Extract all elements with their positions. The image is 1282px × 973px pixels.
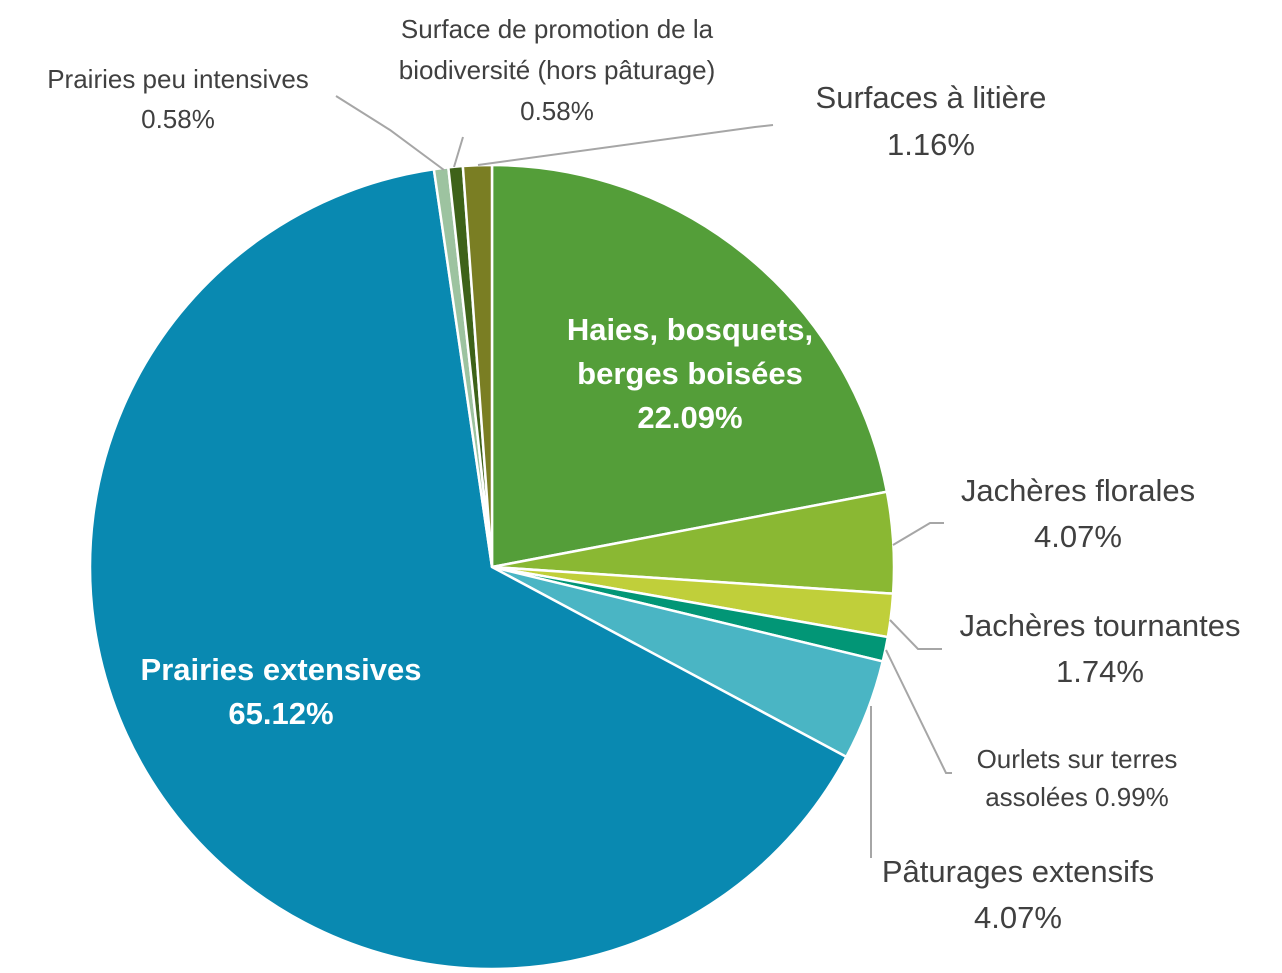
slice-name-label: Prairies peu intensives xyxy=(47,64,309,94)
pie-slices xyxy=(88,163,896,971)
leader-line-3 xyxy=(889,619,942,650)
slice-value-label: 22.09% xyxy=(637,400,742,435)
slice-value-label: 0.58% xyxy=(520,96,594,126)
slice-name-label: assolées 0.99% xyxy=(985,782,1169,812)
leader-line-2 xyxy=(892,522,944,546)
slice-label-4: Ourlets sur terres assolées 0.99% xyxy=(977,744,1178,812)
pie-slice-9[interactable] xyxy=(461,163,494,568)
leader-line-8 xyxy=(453,136,464,168)
slice-label-2: Jachères florales 4.07% xyxy=(961,473,1195,554)
slice-label-1: Haies, bosquets, berges boisées 22.09% xyxy=(567,312,813,435)
slice-label-8: Surface de promotion de la biodiversité (… xyxy=(399,14,716,126)
leader-line-4 xyxy=(885,649,952,774)
slice-name-label: Jachères tournantes xyxy=(960,608,1241,643)
slice-name-label: Prairies extensives xyxy=(141,652,422,687)
slice-value-label: 4.07% xyxy=(1034,519,1122,554)
slice-value-label: 1.74% xyxy=(1056,654,1144,689)
slice-name-label: Surfaces à litière xyxy=(816,80,1047,115)
slice-label-7: Prairies peu intensives 0.58% xyxy=(47,64,309,134)
slice-value-label: 0.58% xyxy=(141,104,215,134)
slice-name-label: biodiversité (hors pâturage) xyxy=(399,55,716,85)
leader-line-7 xyxy=(335,95,445,171)
pie-slice-1[interactable] xyxy=(490,163,889,569)
slice-name-label: Ourlets sur terres xyxy=(977,744,1178,774)
slice-labels: Haies, bosquets, berges boisées 22.09% Jach… xyxy=(47,14,1240,935)
slice-name-label: Jachères florales xyxy=(961,473,1195,508)
slice-name-label: berges boisées xyxy=(577,356,803,391)
slice-name-label: Haies, bosquets, xyxy=(567,312,813,347)
slice-label-3: Jachères tournantes 1.74% xyxy=(960,608,1241,689)
slice-value-label: 4.07% xyxy=(974,900,1062,935)
slice-name-label: Surface de promotion de la xyxy=(401,14,714,44)
leader-lines xyxy=(335,95,952,858)
slice-label-6: Prairies extensives 65.12% xyxy=(141,652,422,731)
slice-value-label: 1.16% xyxy=(887,127,975,162)
slice-name-label: Pâturages extensifs xyxy=(882,854,1154,889)
leader-line-9 xyxy=(477,124,774,166)
pie-slice-6[interactable] xyxy=(88,167,849,971)
slice-label-5: Pâturages extensifs 4.07% xyxy=(882,854,1154,935)
slice-label-9: Surfaces à litière 1.16% xyxy=(816,80,1047,162)
slice-value-label: 65.12% xyxy=(228,696,333,731)
